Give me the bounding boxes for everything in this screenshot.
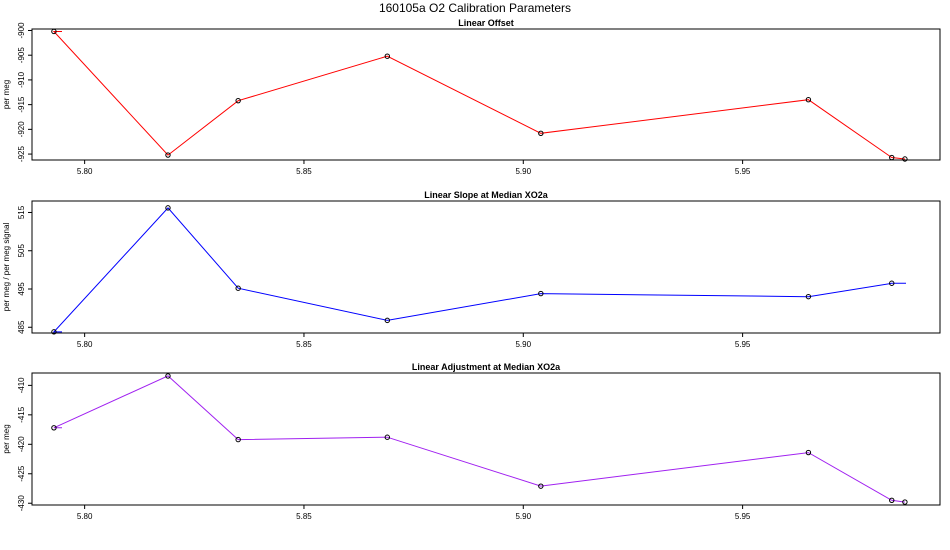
- chart-panel-1: Linear Offset per meg 5.80 5.85 5.90 5.95 -900…: [2, 18, 941, 176]
- x-tick-label: 5.85: [296, 512, 312, 521]
- data-point: [902, 499, 908, 505]
- x-tick-label: 5.90: [515, 167, 531, 176]
- data-point: [235, 285, 241, 291]
- series-line: [52, 207, 906, 333]
- x-tick-label: 5.90: [515, 340, 531, 349]
- y-tick-label: -905: [17, 47, 26, 64]
- x-tick-label: 5.80: [77, 512, 93, 521]
- plot-frame: [31, 200, 941, 334]
- y-tick-label: 515: [17, 205, 26, 219]
- chart-panel-3: Linear Adjustment at Median XO2a per meg 5…: [2, 362, 941, 521]
- panels: Linear Offset per meg 5.80 5.85 5.90 5.95 -900…: [2, 18, 941, 521]
- y-tick-label: -420: [17, 436, 26, 453]
- panel-title: Linear Offset: [458, 18, 514, 28]
- data-point: [384, 434, 391, 440]
- x-tick-label: 5.85: [296, 167, 312, 176]
- x-tick-label: 5.95: [735, 167, 751, 176]
- figure-title: 160105a O2 Calibration Parameters: [379, 1, 571, 15]
- data-point: [805, 96, 812, 103]
- y-tick-label: -925: [17, 146, 26, 163]
- data-point: [165, 205, 171, 211]
- data-point: [538, 130, 544, 137]
- data-point: [902, 156, 908, 162]
- data-point: [805, 293, 812, 300]
- data-point: [805, 449, 812, 456]
- y-axis-label: per meg / per meg signal: [2, 223, 11, 312]
- x-tick-label: 5.95: [735, 512, 751, 521]
- y-tick-label: -425: [17, 465, 26, 482]
- y-tick-label: 495: [17, 282, 26, 296]
- data-point: [538, 483, 544, 489]
- y-tick-label: -900: [17, 22, 26, 39]
- data-point: [235, 97, 241, 104]
- chart-panel-2: Linear Slope at Median XO2a per meg / per…: [2, 190, 941, 349]
- x-tick-label: 5.90: [515, 512, 531, 521]
- y-tick-label: -430: [17, 495, 26, 512]
- data-point: [889, 154, 895, 161]
- data-point: [889, 280, 895, 286]
- data-point: [538, 290, 544, 297]
- data-point: [51, 425, 57, 431]
- panel-title: Linear Slope at Median XO2a: [424, 190, 549, 200]
- y-tick-label: -920: [17, 121, 26, 138]
- y-tick-label: 485: [17, 320, 26, 334]
- y-tick-label: -415: [17, 406, 26, 423]
- y-tick-label: -910: [17, 71, 26, 88]
- data-point: [165, 373, 171, 379]
- x-tick-label: 5.95: [735, 340, 751, 349]
- data-point: [51, 329, 57, 335]
- y-tick-label: -410: [17, 377, 26, 394]
- plot-frame: [31, 372, 941, 506]
- data-point: [889, 497, 895, 503]
- data-point: [235, 436, 241, 443]
- data-point: [384, 53, 391, 59]
- series-line: [52, 31, 905, 160]
- x-tick-label: 5.80: [77, 167, 93, 176]
- data-point: [51, 28, 57, 35]
- plot-frame: [31, 28, 941, 161]
- y-tick-label: 505: [17, 244, 26, 258]
- y-tick-label: -915: [17, 96, 26, 113]
- y-axis-label: per meg: [2, 80, 11, 109]
- x-tick-label: 5.85: [296, 340, 312, 349]
- data-point: [384, 317, 391, 324]
- data-point: [165, 152, 171, 158]
- x-tick-label: 5.80: [77, 340, 93, 349]
- y-axis-label: per meg: [2, 424, 11, 453]
- panel-title: Linear Adjustment at Median XO2a: [412, 362, 561, 372]
- series-line: [53, 375, 905, 503]
